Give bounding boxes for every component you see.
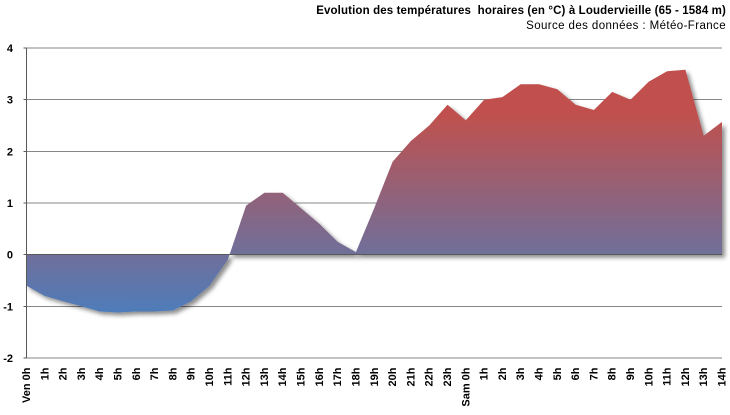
svg-text:16h: 16h — [314, 367, 326, 386]
svg-text:10h: 10h — [204, 367, 216, 386]
svg-text:5h: 5h — [113, 367, 125, 380]
svg-text:-2: -2 — [3, 353, 13, 365]
svg-text:Sam 0h: Sam 0h — [460, 367, 472, 406]
svg-text:13h: 13h — [259, 367, 271, 386]
svg-text:1h: 1h — [479, 367, 491, 380]
svg-text:9h: 9h — [625, 367, 637, 380]
svg-text:22h: 22h — [424, 367, 436, 386]
svg-text:8h: 8h — [607, 367, 619, 380]
svg-text:7h: 7h — [588, 367, 600, 380]
svg-text:4h: 4h — [94, 367, 106, 380]
svg-text:5h: 5h — [552, 367, 564, 380]
svg-text:7h: 7h — [149, 367, 161, 380]
svg-text:2h: 2h — [58, 367, 70, 380]
svg-text:4h: 4h — [534, 367, 546, 380]
svg-text:2h: 2h — [497, 367, 509, 380]
svg-text:2: 2 — [7, 146, 13, 158]
svg-text:12h: 12h — [241, 367, 253, 386]
svg-text:21h: 21h — [405, 367, 417, 386]
svg-text:14h: 14h — [717, 367, 729, 386]
svg-text:3: 3 — [7, 95, 13, 107]
svg-text:3h: 3h — [515, 367, 527, 380]
svg-text:0: 0 — [7, 250, 13, 262]
svg-text:9h: 9h — [186, 367, 198, 380]
svg-text:23h: 23h — [442, 367, 454, 386]
svg-text:20h: 20h — [387, 367, 399, 386]
svg-text:1: 1 — [7, 198, 13, 210]
svg-text:3h: 3h — [76, 367, 88, 380]
svg-text:19h: 19h — [369, 367, 381, 386]
svg-text:15h: 15h — [296, 367, 308, 386]
svg-text:10h: 10h — [643, 367, 655, 386]
svg-text:4: 4 — [7, 43, 14, 55]
svg-text:8h: 8h — [167, 367, 179, 380]
svg-text:13h: 13h — [698, 367, 710, 386]
svg-text:6h: 6h — [570, 367, 582, 380]
svg-text:18h: 18h — [350, 367, 362, 386]
svg-text:11h: 11h — [662, 367, 674, 386]
svg-text:1h: 1h — [39, 367, 51, 380]
svg-text:14h: 14h — [277, 367, 289, 386]
svg-text:12h: 12h — [680, 367, 692, 386]
svg-text:17h: 17h — [332, 367, 344, 386]
svg-text:6h: 6h — [131, 367, 143, 380]
svg-text:Ven 0h: Ven 0h — [21, 367, 33, 403]
svg-text:-1: -1 — [3, 301, 13, 313]
svg-text:11h: 11h — [222, 367, 234, 386]
